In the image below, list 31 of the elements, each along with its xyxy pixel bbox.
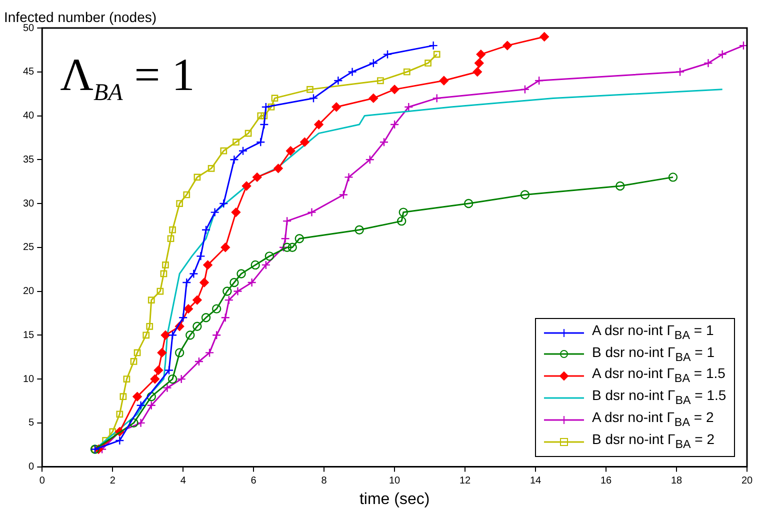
- legend-label: B dsr no-int Γ$_{BA}$ = 1: [592, 344, 714, 366]
- y-tick-label: 40: [23, 110, 35, 122]
- y-tick-label: 35: [23, 154, 35, 166]
- x-axis-title: time (sec): [359, 490, 430, 508]
- x-tick-label: 14: [530, 476, 542, 487]
- y-tick-label: 20: [23, 286, 35, 298]
- x-tick-label: 18: [670, 476, 683, 487]
- y-axis-title: Infected number (nodes): [4, 8, 157, 25]
- x-tick-label: 6: [250, 476, 257, 487]
- legend-label: A dsr no-int Γ$_{BA}$ = 1.5: [592, 365, 726, 388]
- y-tick-label: 5: [28, 418, 35, 429]
- x-tick-label: 2: [110, 476, 116, 487]
- legend-label: A dsr no-int Γ$_{BA}$ = 1: [592, 322, 714, 344]
- y-tick-label: 25: [23, 242, 35, 254]
- annotation: Λ$_{BA}$ = 1: [60, 48, 195, 108]
- y-tick-label: 45: [23, 66, 35, 78]
- legend-label: B dsr no-int Γ$_{BA}$ = 1.5: [592, 387, 726, 409]
- y-tick-label: 15: [23, 330, 35, 341]
- y-tick-label: 50: [23, 22, 35, 34]
- x-tick-label: 16: [600, 476, 612, 487]
- x-tick-label: 8: [321, 476, 328, 487]
- x-tick-label: 4: [180, 476, 186, 487]
- legend-label: A dsr no-int Γ$_{BA}$ = 2: [592, 408, 714, 431]
- y-tick-label: 10: [23, 374, 35, 385]
- y-tick-label: 30: [23, 198, 35, 210]
- x-tick-label: 10: [389, 476, 401, 487]
- x-tick-label: 12: [459, 476, 472, 487]
- x-tick-label: 0: [39, 476, 46, 487]
- legend-label: B dsr no-int Γ$_{BA}$ = 2: [592, 430, 714, 453]
- y-tick-label: 0: [28, 462, 35, 473]
- x-tick-label: 20: [741, 476, 753, 487]
